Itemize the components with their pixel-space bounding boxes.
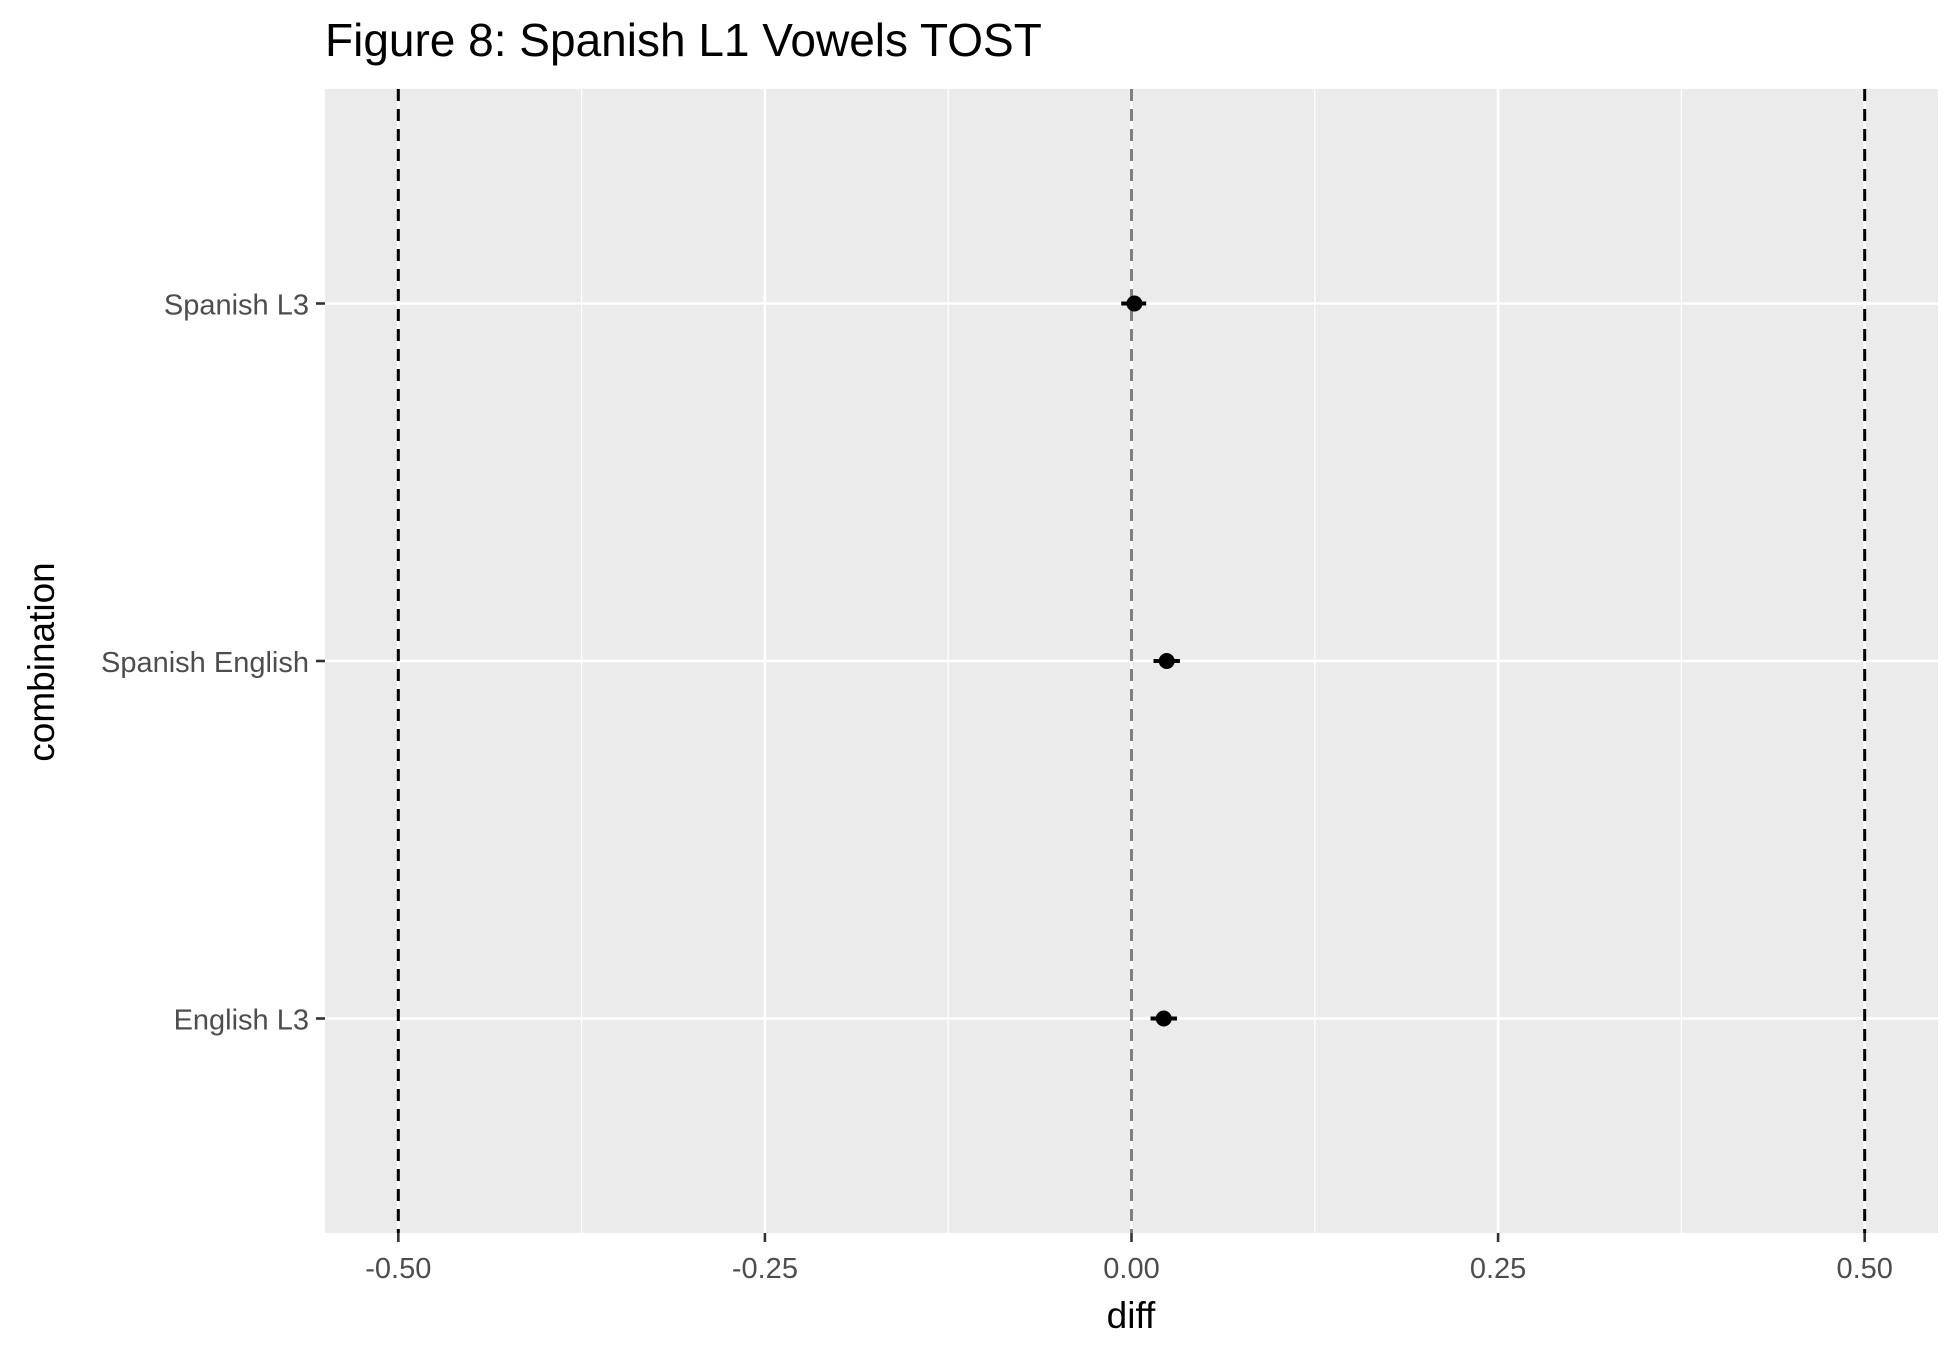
x-tick-label: -0.50 — [365, 1253, 431, 1285]
x-axis-title: diff — [1107, 1295, 1156, 1336]
data-point — [1126, 295, 1143, 312]
data-point — [1155, 1010, 1172, 1027]
y-tick-label: English L3 — [174, 1005, 309, 1037]
y-axis-title: combination — [21, 562, 62, 762]
x-tick-label: 0.25 — [1470, 1253, 1526, 1285]
y-axis: English L3 Spanish English Spanish L3 — [101, 290, 325, 1037]
data-point — [1158, 653, 1175, 669]
data-marks — [1121, 295, 1180, 1027]
reference-lines — [396, 89, 1867, 1233]
x-axis: -0.50 -0.25 0.00 0.25 0.50 — [365, 1233, 1893, 1285]
x-tick-label: -0.25 — [732, 1253, 798, 1285]
chart-title: Figure 8: Spanish L1 Vowels TOST — [325, 14, 1042, 66]
y-tick-label: Spanish L3 — [164, 290, 309, 322]
x-tick-label: 0.00 — [1103, 1253, 1159, 1285]
x-tick-label: 0.50 — [1836, 1253, 1892, 1285]
y-tick-label: Spanish English — [101, 647, 309, 679]
